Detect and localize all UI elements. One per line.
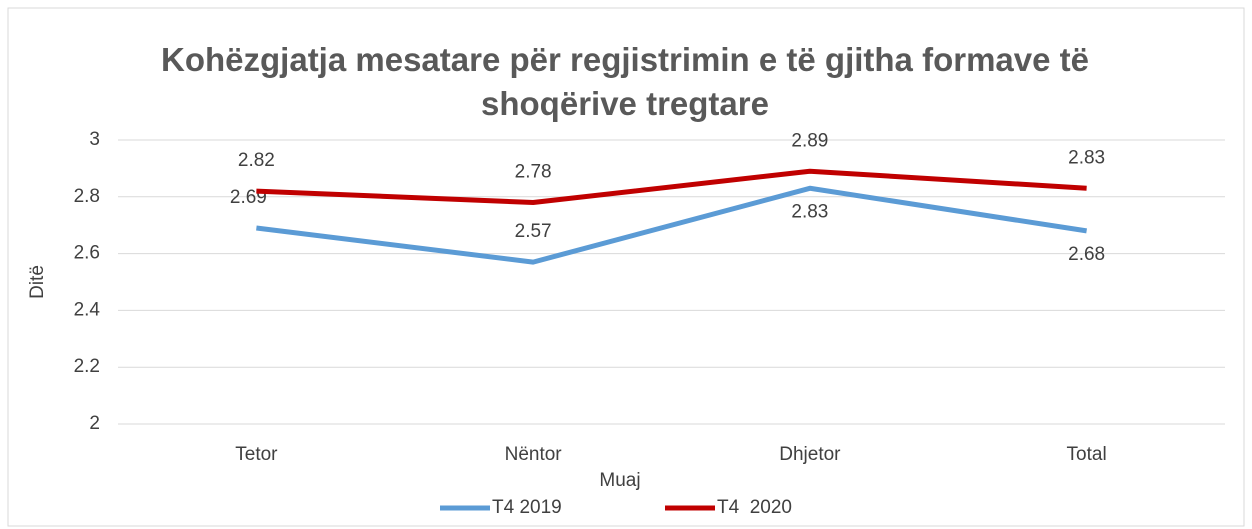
data-label: 2.82 — [238, 150, 275, 171]
x-tick-label: Nëntor — [505, 444, 563, 465]
legend-label: T4 2019 — [492, 497, 562, 518]
x-tick-label: Total — [1067, 444, 1107, 465]
y-tick-label: 2.6 — [74, 243, 100, 264]
chart-border — [7, 7, 1245, 527]
data-label: 2.83 — [1068, 147, 1105, 168]
y-tick-label: 3 — [89, 129, 100, 150]
y-tick-label: 2.2 — [74, 356, 100, 377]
y-axis-label: Ditë — [27, 265, 48, 299]
series-line — [256, 168, 1087, 205]
data-label: 2.57 — [515, 221, 552, 242]
y-tick-label: 2.8 — [74, 186, 100, 207]
series-line — [256, 185, 1088, 265]
data-label: 2.78 — [515, 161, 552, 182]
x-axis-label: Muaj — [599, 470, 640, 491]
x-tick-label: Dhjetor — [779, 444, 841, 465]
data-label: 2.83 — [791, 201, 828, 222]
legend-label: T4 2020 — [717, 497, 792, 518]
data-label: 2.89 — [791, 130, 828, 151]
chart-title: Kohëzgjatja mesatare për regjistrimin e … — [161, 41, 1089, 122]
y-tick-label: 2 — [89, 413, 100, 434]
x-tick-label: Tetor — [235, 444, 278, 465]
data-label: 2.68 — [1068, 244, 1105, 265]
y-tick-label: 2.4 — [74, 299, 101, 320]
